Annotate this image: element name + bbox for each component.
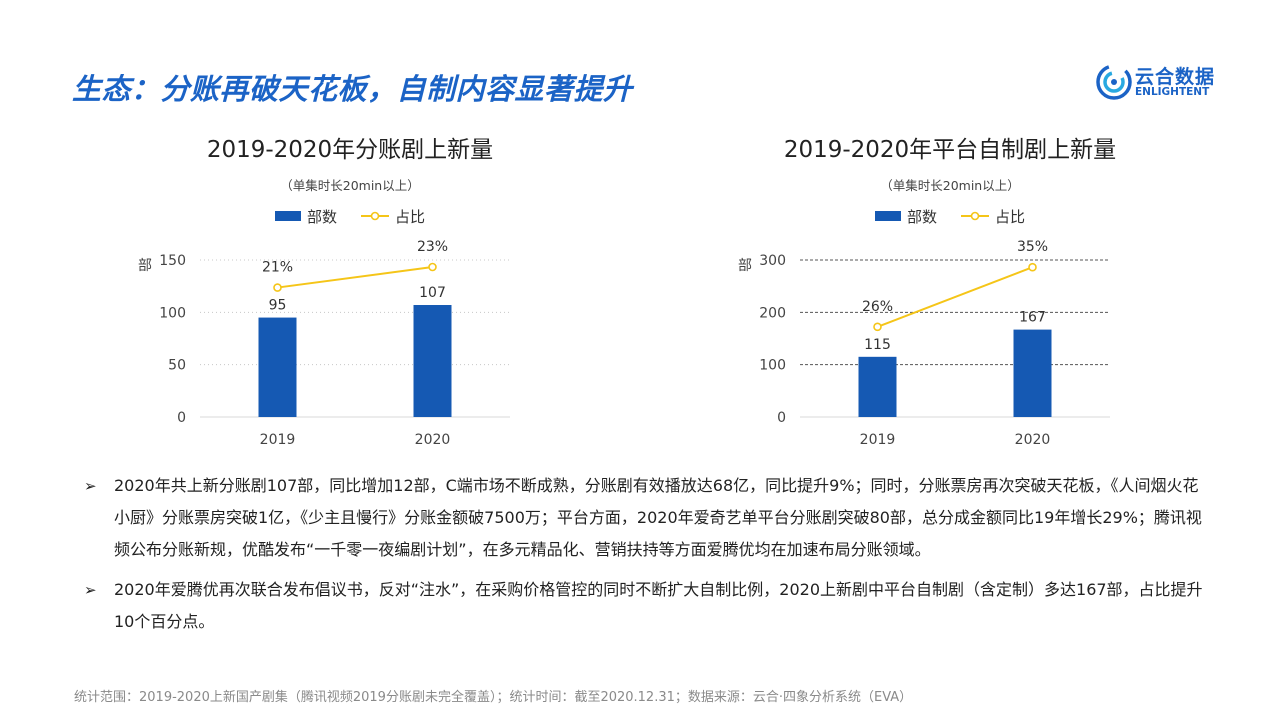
line-point-2019 [873,322,882,332]
bar-value-label: 107 [419,285,446,301]
line-series-path [277,266,433,289]
footer-source-note: 统计范围：2019-2020上新国产剧集（腾讯视频2019分账剧未完全覆盖）；统… [74,690,913,705]
bar-2019 [258,317,297,417]
x-tick-label: 2019 [260,432,296,448]
chart-legend: 部数 占比 [640,206,1260,226]
bar-value-label: 115 [864,337,891,353]
legend-label: 部数 [906,207,937,226]
bullet-list: ➢ 2020年共上新分账剧107部，同比增加12部，C端市场不断成熟，分账剧有效… [84,470,1214,638]
chart-subtitle: （单集时长20min以上） [880,178,1020,193]
bullet-text: 2020年共上新分账剧107部，同比增加12部，C端市场不断成熟，分账剧有效播放… [114,476,1202,559]
bullet-item: ➢ 2020年爱腾优再次联合发布倡议书，反对“注水”，在采购价格管控的同时不断扩… [84,574,1214,638]
y-tick-label: 50 [168,358,186,374]
x-tick-label: 2020 [1015,432,1051,448]
line-point-2020 [1028,262,1037,272]
x-tick-label: 2019 [860,432,896,448]
line-point-2019 [273,283,282,292]
y-tick-label: 100 [159,305,186,321]
y-axis-label: 部 [738,258,752,274]
legend-line-swatch [961,211,989,221]
y-tick-label: 200 [759,305,786,321]
arrow-bullet-icon: ➢ [84,581,97,599]
company-logo: 云合数据 ENLIGHTENT [1094,62,1224,102]
line-value-label: 26% [862,299,893,315]
legend-item-bar: 部数 [874,206,937,227]
y-tick-label: 0 [777,410,786,426]
chart-plot: 0 100 200 300 部 115 2019 167 2020 26% 35% [738,239,1110,448]
bar-value-label: 95 [269,298,287,314]
legend-item-bar: 部数 [274,206,337,227]
chart-title: 2019-2020年分账剧上新量 [206,137,494,163]
line-value-label: 23% [417,239,448,255]
legend-label: 占比 [995,207,1026,226]
legend-label: 部数 [306,207,337,226]
bar-value-label: 167 [1019,310,1046,326]
line-point-2020 [428,262,437,272]
page-title: 生态：分账再破天花板，自制内容显著提升 [72,72,633,106]
chart-distribution-dramas: 2019-2020年分账剧上新量 （单集时长20min以上） 部数 占比 0 50… [40,120,660,460]
chart-legend: 部数 占比 [40,206,660,226]
bullet-item: ➢ 2020年共上新分账剧107部，同比增加12部，C端市场不断成熟，分账剧有效… [84,470,1214,566]
chart-self-produced-dramas: 2019-2020年平台自制剧上新量 （单集时长20min以上） 部数 占比 0… [640,120,1260,460]
legend-item-line: 占比 [361,206,425,227]
line-series-path [877,266,1033,328]
chart-title: 2019-2020年平台自制剧上新量 [783,137,1117,163]
logo-text-cn: 云合数据 [1135,66,1216,88]
y-tick-label: 100 [759,358,786,374]
bar-2019 [858,356,897,417]
bar-2020 [1013,329,1052,417]
y-tick-label: 0 [177,410,186,426]
y-axis-label: 部 [138,258,152,274]
legend-bar-swatch [274,211,301,221]
chart-plot: 0 50 100 150 部 95 2019 107 2020 21% 23% [138,239,510,448]
legend-item-line: 占比 [961,206,1025,227]
y-tick-label: 150 [159,253,186,269]
x-tick-label: 2020 [415,432,451,448]
line-value-label: 35% [1017,239,1048,255]
legend-bar-swatch [874,211,901,221]
chart-subtitle: （单集时长20min以上） [280,178,420,193]
bar-2020 [413,305,452,417]
line-value-label: 21% [262,260,293,276]
legend-line-swatch [361,211,389,221]
logo-text-en: ENLIGHTENT [1135,86,1210,98]
arrow-bullet-icon: ➢ [84,477,97,495]
logo-swirl-icon [1096,64,1132,100]
bullet-text: 2020年爱腾优再次联合发布倡议书，反对“注水”，在采购价格管控的同时不断扩大自… [114,580,1203,631]
legend-label: 占比 [395,207,426,226]
y-tick-label: 300 [759,253,786,269]
